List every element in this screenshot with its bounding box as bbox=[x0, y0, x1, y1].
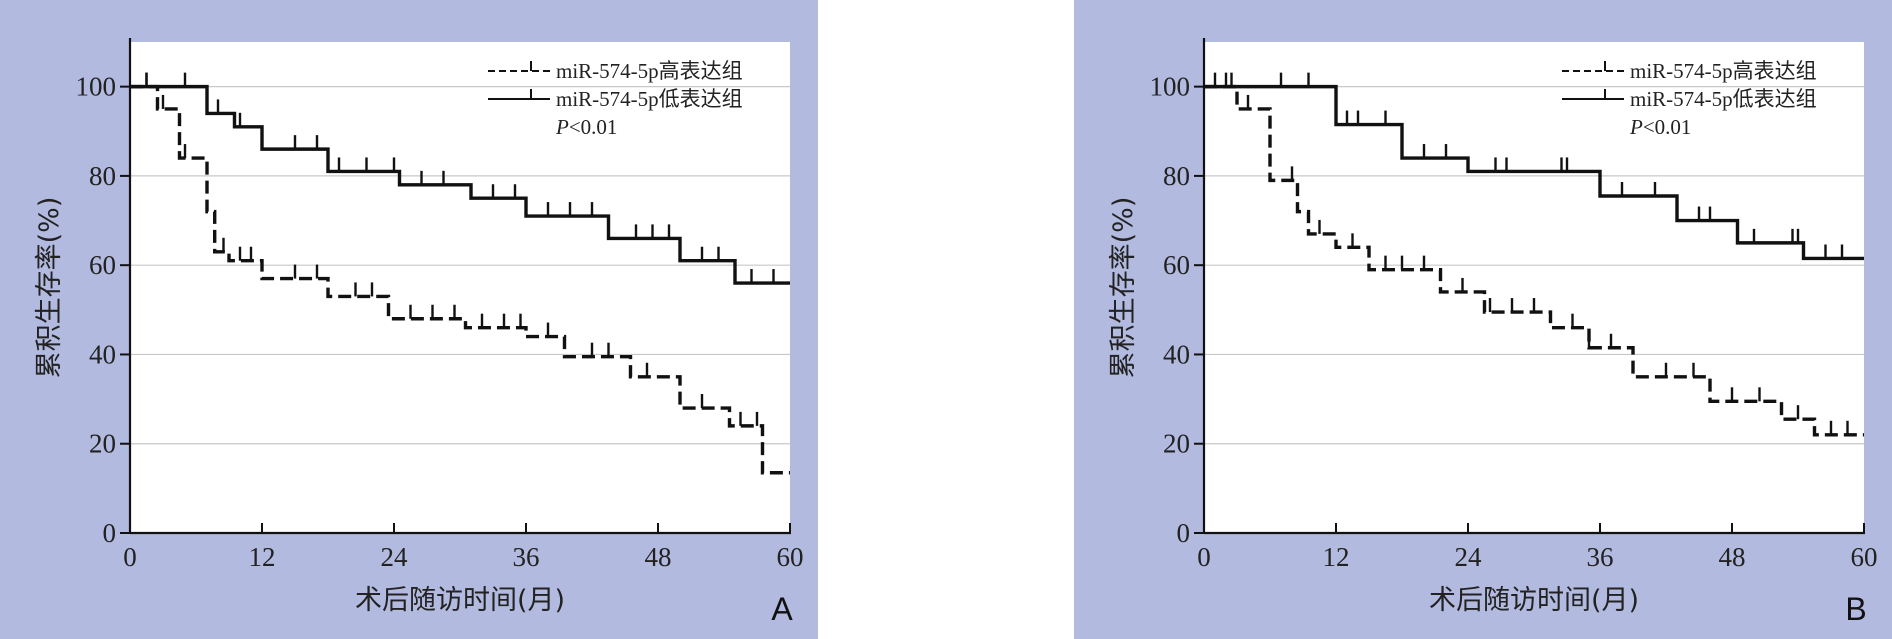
legend-label: miR-574-5p低表达组 bbox=[556, 87, 743, 111]
x-tick-label: 24 bbox=[381, 542, 409, 572]
low-expression-survival-curve bbox=[130, 84, 790, 285]
y-tick-label: 60 bbox=[89, 250, 116, 280]
y-tick-label: 20 bbox=[89, 429, 116, 459]
chart-panel-a: 0 20 40 60 80 100 0 12 24 36 48 60 术后随访时间(月) 累积生存率(%)… bbox=[0, 0, 818, 639]
y-tick-label: 60 bbox=[1163, 250, 1190, 280]
p-value-annotation: P<0.01 bbox=[1629, 115, 1691, 139]
x-tick-label: 12 bbox=[249, 542, 276, 572]
y-axis-title: 累积生存率(%) bbox=[34, 197, 65, 379]
x-tick-label: 12 bbox=[1323, 542, 1350, 572]
y-tick-label: 0 bbox=[103, 518, 117, 548]
km-survival-chart: 0 20 40 60 80 100 0 12 24 36 48 60 术后随访时间(月) 累积生存率(%)… bbox=[1108, 38, 1878, 627]
legend-label: miR-574-5p低表达组 bbox=[1630, 87, 1817, 111]
p-value-threshold: <0.01 bbox=[1643, 115, 1692, 139]
x-tick-label: 24 bbox=[1455, 542, 1483, 572]
x-tick-label: 60 bbox=[1851, 542, 1878, 572]
legend-label: miR-574-5p高表达组 bbox=[556, 59, 743, 83]
p-value-annotation: P<0.01 bbox=[555, 115, 617, 139]
p-value-symbol: P bbox=[555, 115, 569, 139]
plot-area bbox=[1204, 42, 1864, 533]
y-axis-title: 累积生存率(%) bbox=[1108, 197, 1139, 379]
high-expression-survival-curve bbox=[1204, 84, 1864, 437]
km-survival-chart: 0 20 40 60 80 100 0 12 24 36 48 60 术后随访时间(月) 累积生存率(%)… bbox=[34, 38, 804, 627]
y-tick-label: 20 bbox=[1163, 429, 1190, 459]
x-tick-label: 36 bbox=[513, 542, 540, 572]
p-value-symbol: P bbox=[1629, 115, 1643, 139]
low-expression-survival-curve bbox=[1204, 84, 1864, 261]
panel-label: B bbox=[1845, 591, 1866, 627]
p-value-threshold: <0.01 bbox=[569, 115, 618, 139]
y-tick-label: 40 bbox=[1163, 339, 1190, 369]
x-axis-title: 术后随访时间(月) bbox=[1429, 585, 1639, 616]
x-tick-label: 0 bbox=[1197, 542, 1211, 572]
y-tick-label: 100 bbox=[76, 72, 117, 102]
x-tick-label: 60 bbox=[777, 542, 804, 572]
y-tick-label: 100 bbox=[1150, 72, 1191, 102]
y-tick-label: 80 bbox=[89, 161, 116, 191]
plot-area bbox=[130, 42, 790, 533]
panel-label: A bbox=[771, 591, 793, 627]
x-tick-label: 36 bbox=[1587, 542, 1614, 572]
x-tick-label: 48 bbox=[1719, 542, 1746, 572]
y-tick-label: 0 bbox=[1177, 518, 1191, 548]
y-tick-label: 40 bbox=[89, 339, 116, 369]
chart-panel-b: 0 20 40 60 80 100 0 12 24 36 48 60 术后随访时间(月) 累积生存率(%)… bbox=[1074, 0, 1892, 639]
x-axis-title: 术后随访时间(月) bbox=[355, 585, 565, 616]
high-expression-survival-curve bbox=[130, 84, 790, 475]
x-tick-label: 48 bbox=[645, 542, 672, 572]
legend-label: miR-574-5p高表达组 bbox=[1630, 59, 1817, 83]
x-tick-label: 0 bbox=[123, 542, 137, 572]
y-tick-label: 80 bbox=[1163, 161, 1190, 191]
